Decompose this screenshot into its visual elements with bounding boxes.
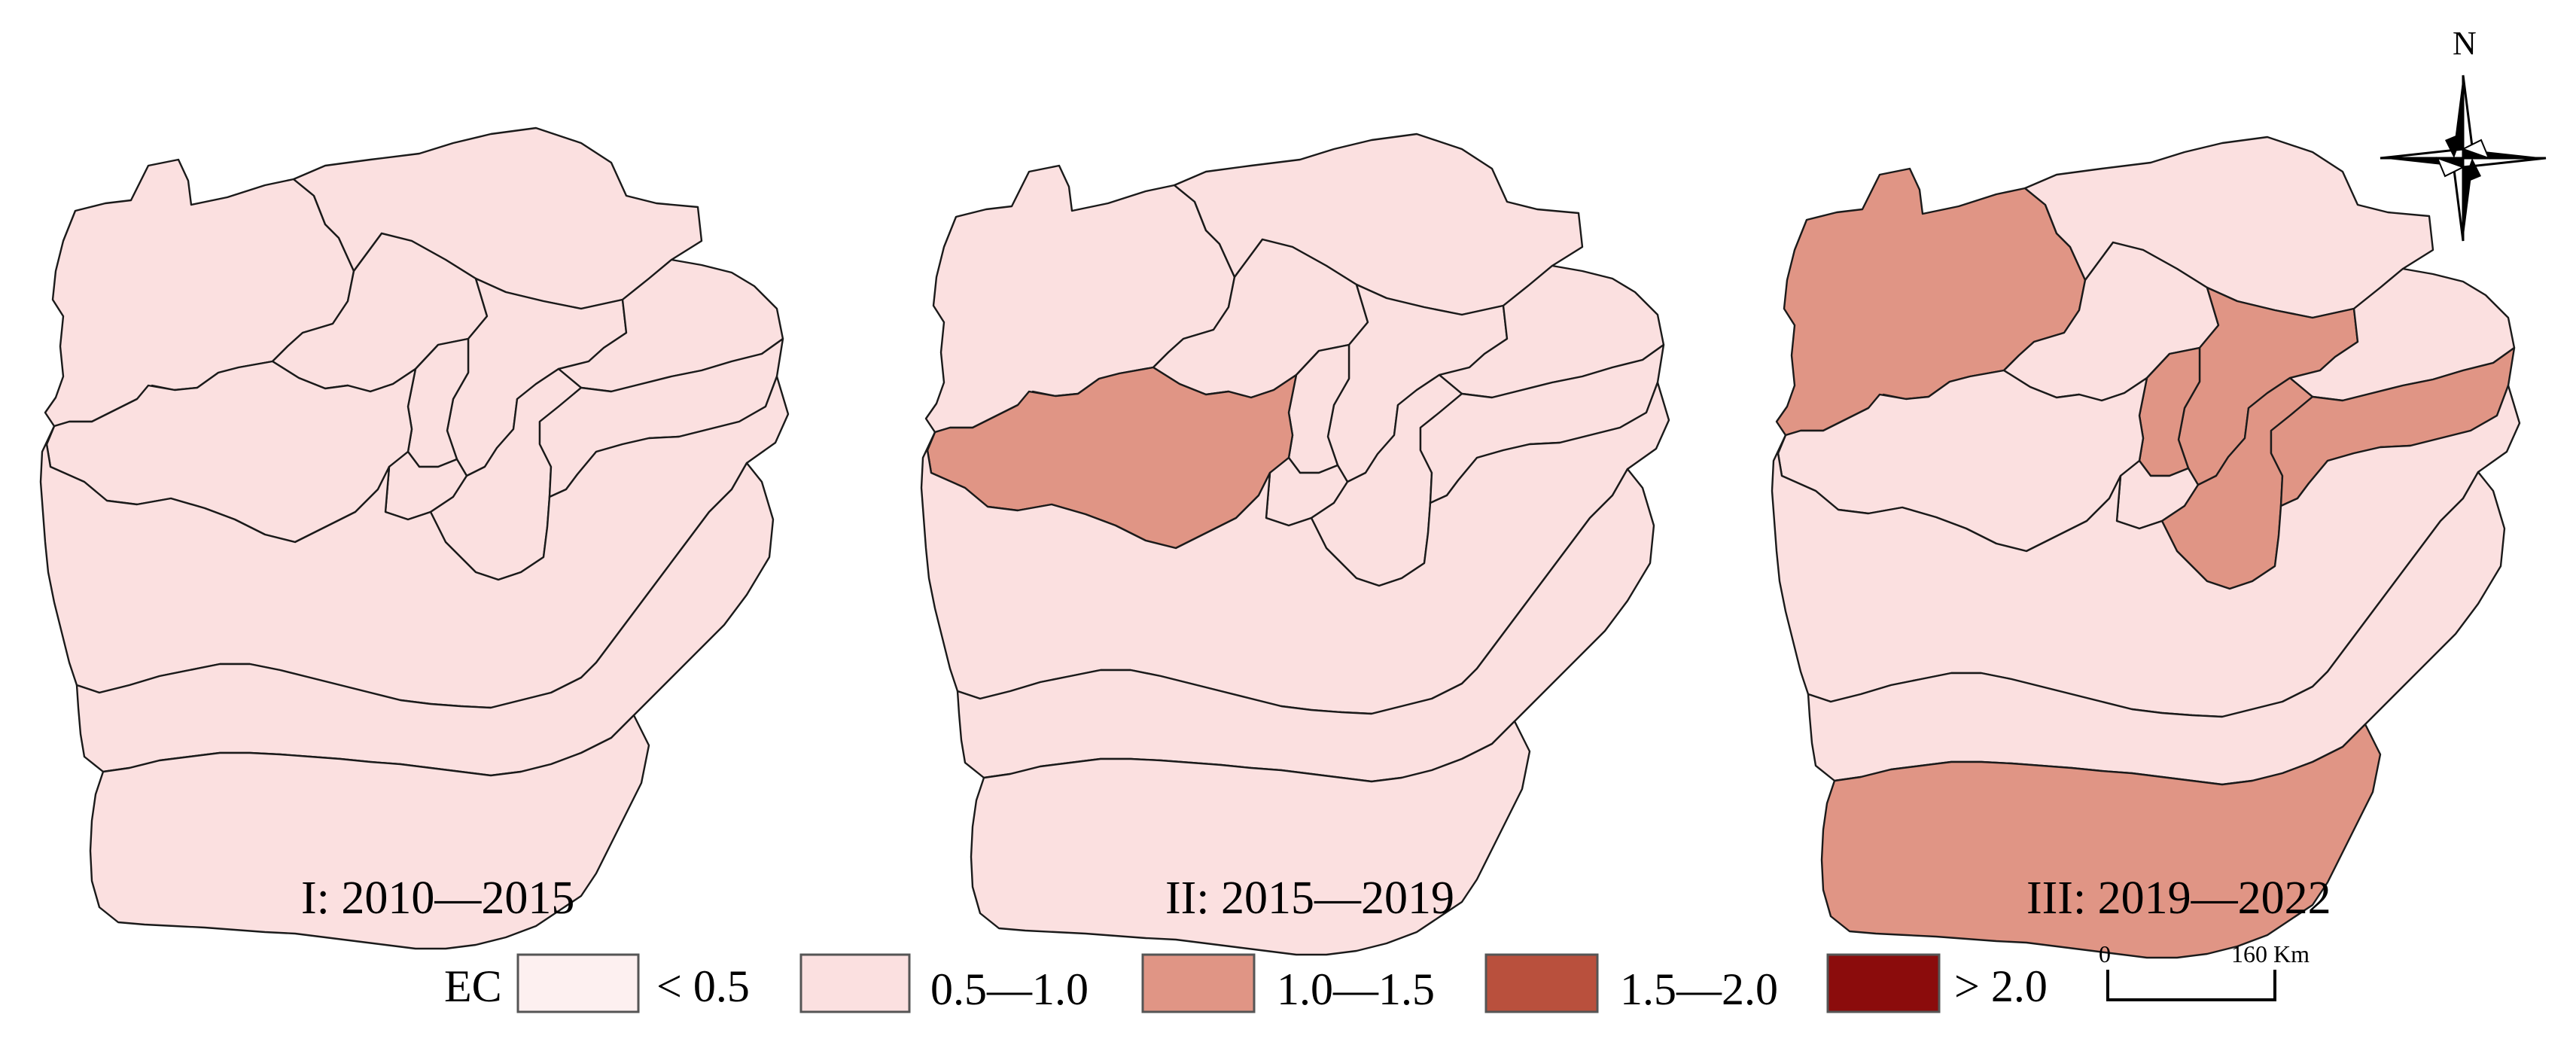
north-arrow: N	[2380, 25, 2547, 242]
map-panel-1	[39, 126, 790, 950]
north-arrow-label: N	[2453, 25, 2477, 62]
legend-label: > 2.0	[1954, 961, 2048, 1011]
panel-label-3: III: 2019—2022	[2026, 873, 2331, 924]
legend-swatch	[516, 953, 640, 1013]
map-panel-2	[920, 133, 1670, 956]
legend-swatch	[1141, 953, 1256, 1013]
panel-label-1: I: 2010—2015	[301, 873, 574, 924]
region	[89, 714, 650, 950]
scale-bar-line	[2106, 970, 2276, 1001]
legend-label: 1.0—1.5	[1277, 964, 1435, 1014]
legend-swatch	[799, 953, 911, 1013]
legend: EC < 0.5 0.5—1.0 1.0—1.5 1.5—2.0 > 2.0	[444, 953, 2048, 1014]
region	[1820, 723, 2382, 959]
legend-title: EC	[444, 961, 502, 1011]
legend-swatch	[1826, 953, 1941, 1013]
map-panel-3	[1771, 136, 2521, 959]
scale-bar-start-label: 0	[2099, 940, 2111, 967]
legend-label: < 0.5	[656, 961, 750, 1011]
legend-swatch	[1484, 953, 1599, 1013]
legend-label: 1.5—2.0	[1620, 964, 1778, 1014]
scale-bar-end-label: 160 Km	[2231, 940, 2310, 967]
region	[970, 720, 1531, 956]
scale-bar: 0 160 Km	[2099, 940, 2310, 1001]
compass-rose-icon	[2380, 75, 2547, 242]
legend-label: 0.5—1.0	[930, 964, 1089, 1014]
panel-label-2: II: 2015—2019	[1165, 873, 1454, 924]
